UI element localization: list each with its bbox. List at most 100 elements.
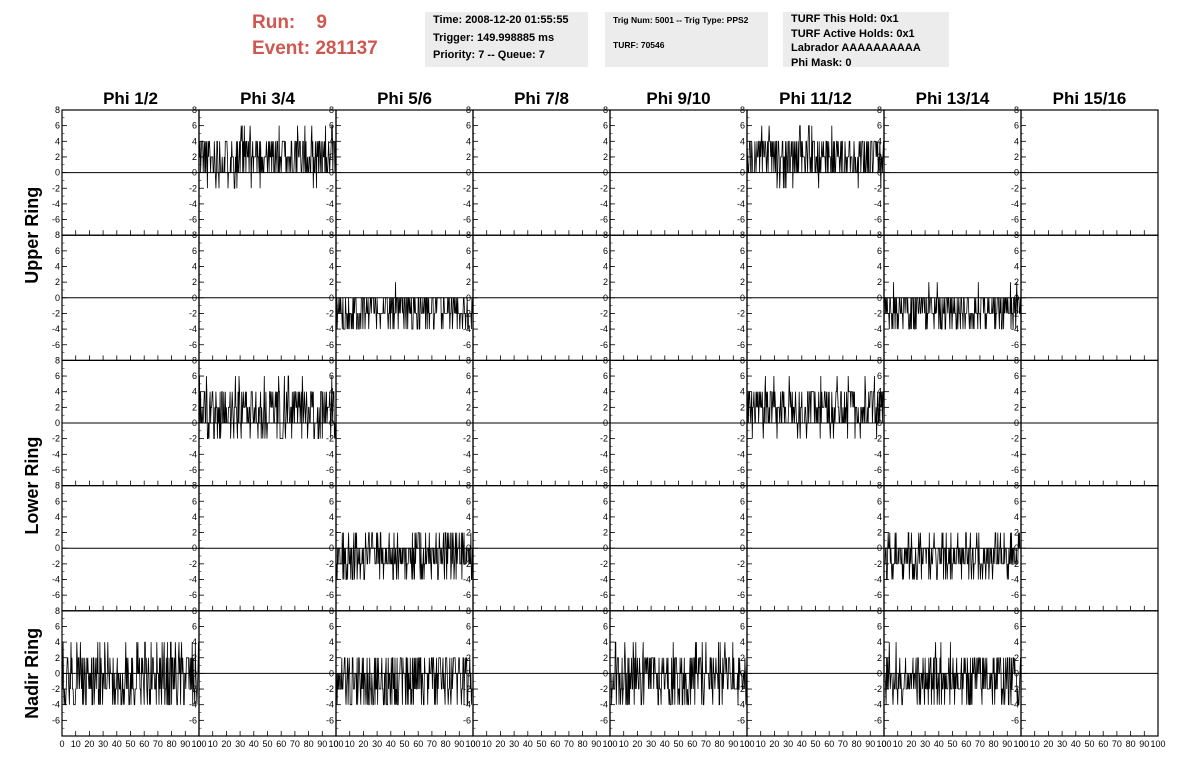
x-tick-label: 60 [413, 739, 423, 749]
y-tick-label: -6 [326, 590, 334, 600]
y-tick-label: -4 [189, 324, 197, 334]
y-tick-label: -6 [737, 215, 745, 225]
y-tick-label: 8 [877, 606, 882, 616]
y-tick-label: 4 [603, 136, 608, 146]
x-tick-label: 40 [797, 739, 807, 749]
ring-label-1: Upper Ring [22, 187, 42, 284]
y-tick-label: -2 [326, 308, 334, 318]
x-tick-label: 20 [221, 739, 231, 749]
y-tick-label: 4 [466, 262, 471, 272]
x-tick-label: 50 [947, 739, 957, 749]
y-tick-label: 4 [192, 136, 197, 146]
y-tick-label: 6 [55, 121, 60, 131]
column-header-4: Phi 7/8 [514, 89, 569, 108]
y-tick-label: 6 [1014, 621, 1019, 631]
waveform-r5-c1 [62, 641, 200, 706]
y-tick-label: 4 [1014, 387, 1019, 397]
y-tick-label: -6 [463, 465, 471, 475]
y-tick-label: -4 [326, 449, 334, 459]
y-tick-label: -6 [1011, 465, 1019, 475]
waveform-r1-c6 [746, 125, 885, 189]
time-info-box: Time: 2008-12-20 01:55:55 Trigger: 149.9… [425, 12, 588, 67]
y-tick-label: -4 [326, 324, 334, 334]
x-tick-label: 70 [427, 739, 437, 749]
y-tick-label: 6 [466, 621, 471, 631]
y-tick-label: -6 [600, 590, 608, 600]
y-tick-label: 2 [603, 653, 608, 663]
y-tick-label: 6 [329, 621, 334, 631]
y-tick-label: 8 [329, 105, 334, 115]
y-tick-label: 0 [192, 543, 197, 553]
y-tick-label: 0 [1014, 543, 1019, 553]
y-tick-label: 0 [740, 168, 745, 178]
y-tick-label: -2 [189, 684, 197, 694]
y-tick-label: -4 [463, 449, 471, 459]
y-tick-label: -2 [1011, 434, 1019, 444]
x-tick-label: 80 [715, 739, 725, 749]
waveform-r3-c2 [198, 375, 337, 439]
waveform-r5-c3 [335, 657, 473, 706]
y-tick-label: 6 [877, 621, 882, 631]
y-tick-label: -4 [600, 324, 608, 334]
y-tick-label: 2 [877, 402, 882, 412]
y-tick-label: 4 [1014, 512, 1019, 522]
y-tick-label: -2 [1011, 559, 1019, 569]
x-tick-label: 100 [191, 739, 206, 749]
y-tick-label: 0 [55, 668, 60, 678]
column-header-3: Phi 5/6 [377, 89, 432, 108]
y-tick-label: 6 [1014, 496, 1019, 506]
y-tick-label: -2 [737, 684, 745, 694]
x-tick-label: 90 [454, 739, 464, 749]
y-tick-label: 0 [192, 668, 197, 678]
y-tick-label: 4 [192, 637, 197, 647]
y-tick-label: 2 [55, 277, 60, 287]
y-tick-label: 4 [877, 387, 882, 397]
y-tick-label: -6 [326, 715, 334, 725]
y-tick-label: 2 [192, 653, 197, 663]
y-tick-label: -2 [737, 434, 745, 444]
y-tick-label: 8 [466, 230, 471, 240]
y-tick-label: -4 [874, 575, 882, 585]
y-tick-label: 8 [329, 606, 334, 616]
y-tick-label: -4 [737, 324, 745, 334]
x-tick-label: 20 [769, 739, 779, 749]
y-tick-label: 6 [192, 121, 197, 131]
x-tick-label: 10 [71, 739, 81, 749]
y-tick-label: 2 [329, 653, 334, 663]
y-tick-label: 4 [877, 512, 882, 522]
y-tick-label: -2 [326, 559, 334, 569]
y-tick-label: -4 [874, 324, 882, 334]
y-tick-label: 2 [1014, 402, 1019, 412]
y-tick-label: 2 [877, 277, 882, 287]
y-tick-label: -4 [463, 199, 471, 209]
y-tick-label: 8 [55, 481, 60, 491]
x-tick-label: 60 [1098, 739, 1108, 749]
y-tick-label: -2 [1011, 183, 1019, 193]
x-tick-label: 90 [591, 739, 601, 749]
y-tick-label: 0 [192, 168, 197, 178]
x-tick-label: 0 [744, 739, 749, 749]
y-tick-label: 2 [1014, 152, 1019, 162]
y-tick-label: -6 [52, 340, 60, 350]
x-tick-label: 60 [824, 739, 834, 749]
x-tick-label: 20 [906, 739, 916, 749]
y-tick-label: -2 [189, 308, 197, 318]
y-tick-label: 4 [466, 637, 471, 647]
x-tick-label: 0 [333, 739, 338, 749]
x-tick-label: 70 [564, 739, 574, 749]
y-tick-label: 4 [55, 136, 60, 146]
y-tick-label: 2 [740, 653, 745, 663]
x-tick-label: 20 [84, 739, 94, 749]
y-tick-label: -2 [600, 308, 608, 318]
y-tick-label: 0 [603, 293, 608, 303]
y-tick-label: 2 [603, 528, 608, 538]
y-tick-label: -6 [189, 215, 197, 225]
y-tick-label: 0 [603, 168, 608, 178]
y-tick-label: 0 [877, 668, 882, 678]
y-tick-label: 2 [740, 528, 745, 538]
x-tick-label: 50 [810, 739, 820, 749]
ring-label-3: Nadir Ring [22, 628, 42, 719]
y-tick-label: -6 [326, 465, 334, 475]
y-tick-label: 6 [466, 246, 471, 256]
y-tick-label: 0 [877, 168, 882, 178]
